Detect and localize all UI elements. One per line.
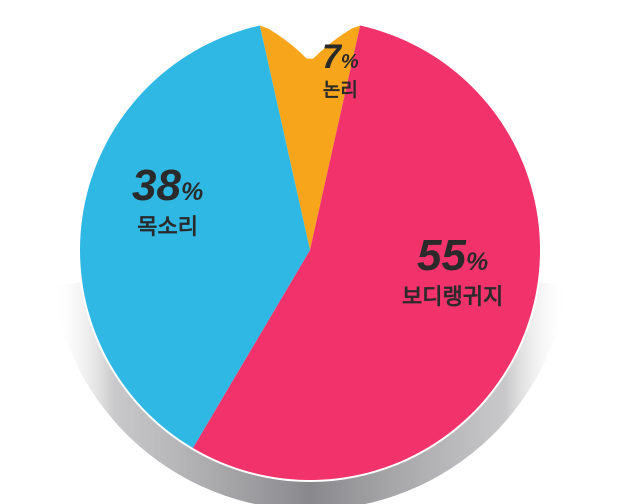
slice-voice-pct: 38	[132, 161, 181, 210]
pie-chart-svg	[0, 0, 621, 504]
slice-label-body: 55% 보디랭귀지	[402, 228, 503, 311]
slice-voice-pct-unit: %	[181, 178, 203, 206]
slice-logic-pct-unit: %	[341, 51, 359, 73]
slice-label-voice: 38% 목소리	[132, 158, 203, 241]
slice-voice-label: 목소리	[137, 214, 198, 239]
slice-logic-label: 논리	[323, 80, 358, 101]
slice-body-label: 보디랭귀지	[402, 284, 503, 309]
slice-logic-pct: 7	[322, 38, 341, 76]
slice-body-pct: 55	[417, 231, 466, 280]
slice-body-pct-unit: %	[466, 248, 488, 276]
pie-chart: 55% 보디랭귀지 38% 목소리 7% 논리	[0, 0, 621, 504]
slice-label-logic: 7% 논리	[322, 36, 359, 102]
